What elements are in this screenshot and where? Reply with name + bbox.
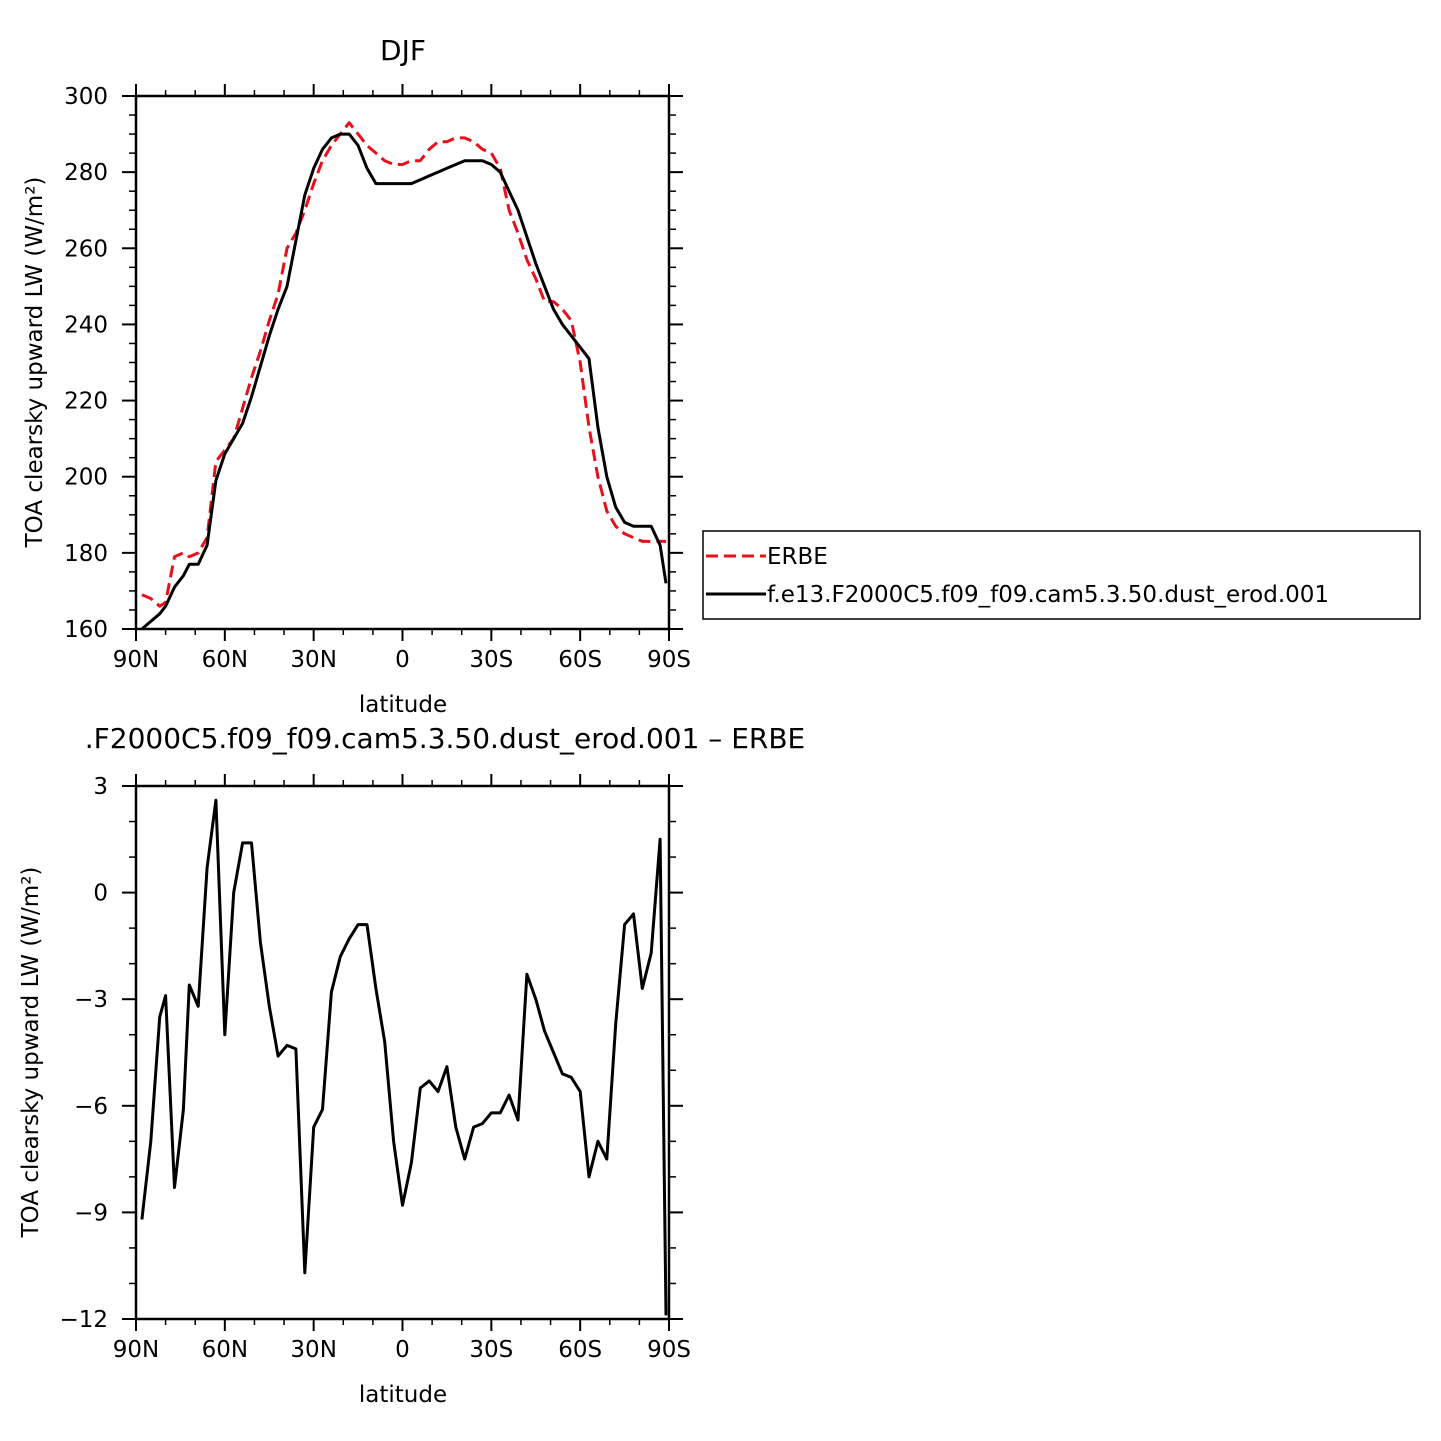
x-tick-label: 60N <box>202 1337 248 1363</box>
x-tick-label: 60S <box>558 647 602 673</box>
x-tick-label: 90N <box>113 1337 159 1363</box>
bottom-x-axis-label: latitude <box>359 1382 447 1408</box>
x-tick-label: 30S <box>469 1337 513 1363</box>
y-tick-label: 160 <box>64 617 108 643</box>
x-tick-label: 60N <box>202 647 248 673</box>
bottom-chart-title: .F2000C5.f09_f09.cam5.3.50.dust_erod.001… <box>85 722 806 755</box>
top-chart-title: DJF <box>380 34 426 67</box>
y-tick-label: 300 <box>64 84 108 110</box>
y-tick-label: −9 <box>74 1200 108 1226</box>
x-tick-label: 0 <box>395 1337 410 1363</box>
y-tick-label: 180 <box>64 541 108 567</box>
bottom-plot-frame <box>134 784 671 1321</box>
x-tick-label: 30N <box>290 1337 336 1363</box>
y-tick-label: 3 <box>93 774 108 800</box>
x-tick-label: 0 <box>395 647 410 673</box>
legend-label-erbe: ERBE <box>767 544 828 570</box>
y-tick-label: −3 <box>74 987 108 1013</box>
series-line-erbe <box>141 121 666 608</box>
x-tick-label: 30S <box>469 647 513 673</box>
top-y-axis-label: TOA clearsky upward LW (W/m²) <box>22 177 48 549</box>
bottom-panel: .F2000C5.f09_f09.cam5.3.50.dust_erod.001… <box>18 722 805 1408</box>
x-tick-label: 90S <box>647 1337 691 1363</box>
y-tick-label: 200 <box>64 465 108 491</box>
x-tick-label: 30N <box>290 647 336 673</box>
legend-box <box>702 530 1421 620</box>
y-tick-label: −6 <box>74 1094 108 1120</box>
x-tick-label: 90N <box>113 647 159 673</box>
legend: ERBE f.e13.F2000C5.f09_f09.cam5.3.50.dus… <box>702 530 1421 620</box>
y-tick-label: 260 <box>64 236 108 262</box>
y-tick-label: 280 <box>64 160 108 186</box>
legend-label-model: f.e13.F2000C5.f09_f09.cam5.3.50.dust_ero… <box>767 582 1329 608</box>
top-plot-frame <box>134 94 671 631</box>
y-tick-label: 220 <box>64 389 108 415</box>
x-tick-label: 90S <box>647 647 691 673</box>
y-tick-label: 240 <box>64 312 108 338</box>
series-line-model <box>140 132 668 631</box>
x-tick-label: 60S <box>558 1337 602 1363</box>
series-line-difference <box>140 798 668 1316</box>
bottom-y-axis-label: TOA clearsky upward LW (W/m²) <box>18 867 44 1239</box>
y-tick-label: −12 <box>59 1307 108 1333</box>
top-x-axis-label: latitude <box>359 692 447 718</box>
y-tick-label: 0 <box>93 881 108 907</box>
top-panel: DJF 90N 60N 30N 0 30S 60S 90S 160 180 200 220 240 26… <box>22 34 1421 718</box>
